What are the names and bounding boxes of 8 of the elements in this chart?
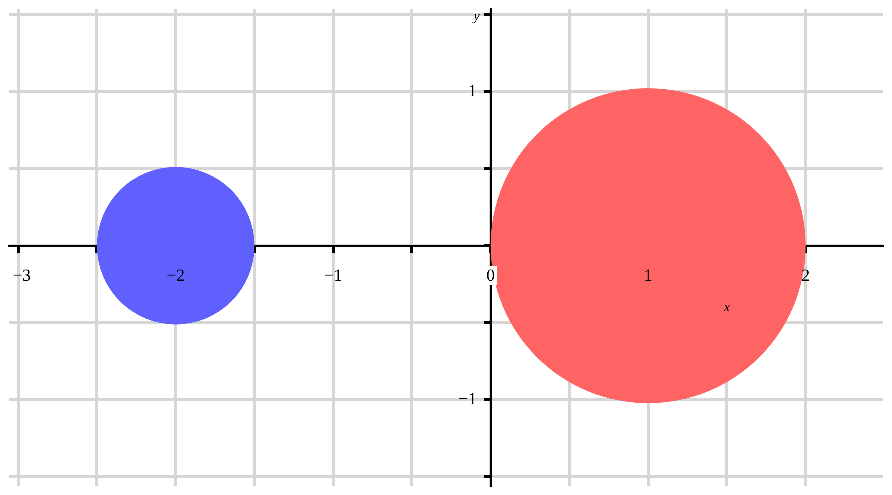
x-tick-label: −1 bbox=[324, 266, 342, 285]
x-tick-label: −3 bbox=[12, 266, 32, 285]
x-tick-label: 1 bbox=[644, 266, 653, 285]
y-axis-title: y bbox=[472, 10, 481, 25]
x-tick-label: 0 bbox=[486, 266, 496, 285]
x-axis-title: x bbox=[722, 300, 731, 316]
x-tick-label: 2 bbox=[802, 266, 810, 285]
x-tick-label: −2 bbox=[166, 266, 185, 285]
